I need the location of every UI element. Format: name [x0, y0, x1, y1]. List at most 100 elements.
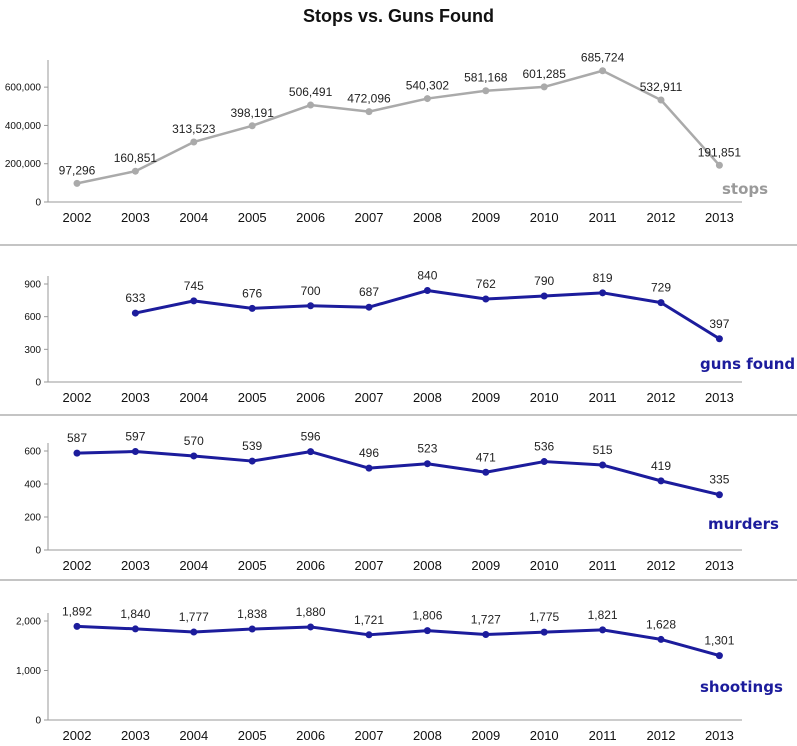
data-point	[131, 447, 139, 455]
data-point	[307, 448, 315, 456]
y-tick-label: 200,000	[5, 159, 42, 170]
x-tick-label: 2006	[296, 558, 325, 573]
x-tick-label: 2009	[471, 558, 500, 573]
y-tick-label: 0	[35, 198, 41, 209]
x-tick-label: 2008	[413, 390, 442, 405]
data-label: 515	[593, 443, 613, 457]
data-point	[715, 335, 723, 343]
data-label: 633	[125, 291, 145, 305]
data-point	[73, 449, 81, 457]
data-label: 819	[593, 271, 613, 285]
data-point	[715, 652, 723, 660]
data-label: 532,911	[640, 80, 683, 94]
data-point	[248, 457, 256, 465]
series-line	[76, 624, 720, 658]
data-point	[482, 468, 490, 476]
data-label: 471	[476, 450, 496, 464]
data-label: 1,838	[237, 607, 267, 621]
data-label: 1,840	[120, 607, 150, 621]
x-tick-label: 2007	[355, 558, 384, 573]
data-label: 496	[359, 446, 379, 460]
data-point	[248, 304, 256, 312]
x-tick-label: 2002	[63, 390, 92, 405]
x-tick-label: 2012	[647, 558, 676, 573]
data-point	[599, 626, 607, 634]
data-point	[423, 95, 431, 103]
data-label: 676	[242, 286, 262, 300]
data-point	[190, 138, 198, 146]
x-tick-label: 2004	[179, 728, 208, 743]
data-label: 313,523	[172, 122, 216, 136]
data-label: 570	[184, 434, 204, 448]
data-label: 745	[184, 279, 204, 293]
data-point	[190, 452, 198, 460]
data-point	[365, 464, 373, 472]
data-point	[73, 179, 81, 187]
x-tick-label: 2004	[179, 390, 208, 405]
data-point	[423, 287, 431, 295]
x-tick-label: 2012	[647, 390, 676, 405]
x-tick-label: 2007	[355, 728, 384, 743]
series-label: shootings	[700, 678, 783, 696]
data-point	[540, 458, 548, 466]
data-label: 762	[476, 277, 496, 291]
data-point	[599, 67, 607, 75]
data-point	[482, 631, 490, 639]
data-label: 1,821	[588, 608, 618, 622]
x-tick-label: 2011	[589, 728, 617, 743]
data-point	[131, 625, 139, 633]
data-label: 1,301	[704, 634, 734, 648]
data-point	[657, 96, 665, 104]
data-point	[657, 477, 665, 485]
data-point	[657, 299, 665, 307]
data-point	[657, 635, 665, 643]
y-tick-label: 2,000	[16, 617, 41, 628]
data-label: 587	[67, 431, 87, 445]
x-tick-label: 2009	[471, 728, 500, 743]
data-point	[540, 292, 548, 300]
data-point	[482, 295, 490, 303]
data-label: 1,727	[471, 613, 501, 627]
data-label: 419	[651, 459, 671, 473]
data-label: 1,892	[62, 604, 92, 618]
data-point	[190, 628, 198, 636]
data-point	[131, 167, 139, 175]
data-label: 506,491	[289, 85, 333, 99]
data-label: 540,302	[406, 79, 450, 93]
x-tick-label: 2013	[705, 210, 734, 225]
page-title: Stops vs. Guns Found	[302, 6, 494, 26]
x-tick-label: 2013	[705, 390, 734, 405]
x-tick-label: 2008	[413, 728, 442, 743]
x-tick-label: 2010	[530, 210, 559, 225]
x-tick-label: 2002	[63, 210, 92, 225]
x-tick-label: 2010	[530, 558, 559, 573]
x-tick-label: 2007	[355, 210, 384, 225]
x-tick-label: 2003	[121, 210, 150, 225]
y-tick-label: 600	[24, 312, 41, 323]
data-point	[73, 622, 81, 630]
x-tick-label: 2005	[238, 210, 267, 225]
x-tick-label: 2003	[121, 728, 150, 743]
data-label: 397	[709, 317, 729, 331]
data-point	[365, 108, 373, 116]
shootings-chart: 0 1,000 2,000 2002 2003 2004 2005 2006 2007 2008 2…	[16, 604, 783, 743]
x-tick-label: 2003	[121, 558, 150, 573]
y-tick-label: 0	[35, 716, 41, 727]
data-point	[715, 161, 723, 169]
data-label: 398,191	[231, 106, 275, 120]
x-tick-label: 2013	[705, 558, 734, 573]
data-label: 1,806	[412, 609, 442, 623]
y-tick-label: 300	[24, 345, 41, 356]
x-tick-label: 2011	[589, 210, 617, 225]
x-tick-label: 2009	[471, 210, 500, 225]
data-point	[540, 628, 548, 636]
data-label: 536	[534, 440, 554, 454]
x-tick-label: 2011	[589, 558, 617, 573]
stops-chart: 0 200,000 400,000 600,000 2002 2003 2004 2005 20…	[5, 51, 768, 225]
y-tick-label: 200	[24, 513, 41, 524]
data-label: 1,721	[354, 613, 384, 627]
x-tick-label: 2006	[296, 728, 325, 743]
y-tick-label: 900	[24, 280, 41, 291]
data-point	[599, 289, 607, 297]
